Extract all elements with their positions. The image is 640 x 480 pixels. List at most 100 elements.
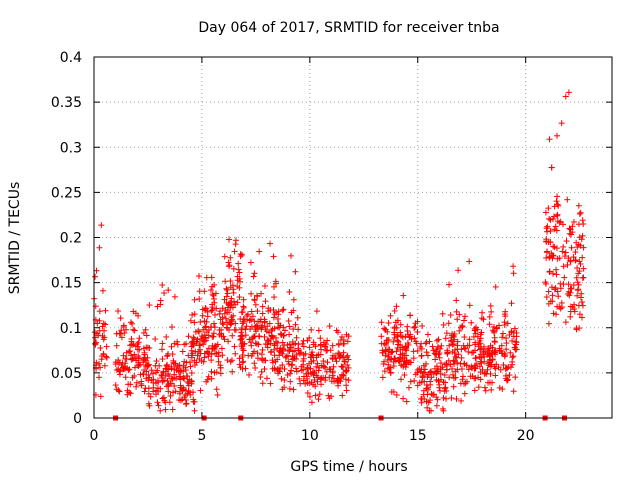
data-point bbox=[315, 367, 322, 374]
data-point bbox=[174, 362, 181, 369]
data-point bbox=[484, 346, 491, 353]
data-point bbox=[188, 380, 195, 387]
data-point bbox=[324, 337, 331, 344]
data-point bbox=[558, 120, 565, 127]
data-point bbox=[416, 365, 423, 372]
data-point bbox=[267, 340, 274, 347]
data-point bbox=[230, 289, 237, 296]
data-point bbox=[545, 288, 552, 295]
data-point bbox=[339, 333, 346, 340]
data-point bbox=[183, 400, 190, 407]
data-point bbox=[199, 337, 206, 344]
data-point bbox=[410, 355, 417, 362]
data-point bbox=[552, 223, 559, 230]
data-point bbox=[317, 335, 324, 342]
data-point bbox=[267, 240, 274, 247]
data-point bbox=[254, 293, 261, 300]
data-point bbox=[205, 327, 212, 334]
data-point bbox=[551, 226, 558, 233]
data-point bbox=[577, 242, 584, 249]
data-point bbox=[310, 357, 317, 364]
data-point bbox=[510, 263, 517, 270]
data-point bbox=[293, 368, 300, 375]
data-point bbox=[204, 349, 211, 356]
data-point bbox=[418, 340, 425, 347]
data-point bbox=[227, 254, 234, 261]
data-point bbox=[446, 342, 453, 349]
y-tick-label: 0.05 bbox=[51, 366, 82, 382]
data-point bbox=[117, 315, 124, 322]
data-point bbox=[164, 371, 171, 378]
data-point bbox=[257, 374, 264, 381]
data-point bbox=[204, 376, 211, 383]
data-point bbox=[92, 341, 99, 348]
data-point bbox=[97, 364, 104, 371]
x-tick-label: 15 bbox=[409, 428, 427, 444]
data-point bbox=[309, 369, 316, 376]
data-point bbox=[554, 211, 561, 218]
data-point bbox=[285, 317, 292, 324]
data-point bbox=[202, 307, 209, 314]
data-point bbox=[577, 260, 584, 267]
data-point bbox=[236, 269, 243, 276]
data-point bbox=[233, 237, 240, 244]
data-point bbox=[317, 351, 324, 358]
data-point bbox=[316, 391, 323, 398]
y-tick-label: 0.3 bbox=[60, 140, 82, 156]
data-point bbox=[336, 354, 343, 361]
data-point bbox=[159, 374, 166, 381]
data-point bbox=[183, 340, 190, 347]
data-point bbox=[450, 371, 457, 378]
data-point bbox=[277, 331, 284, 338]
data-point bbox=[334, 379, 341, 386]
data-point bbox=[446, 281, 453, 288]
data-point bbox=[306, 360, 313, 367]
data-point bbox=[92, 334, 99, 341]
data-point bbox=[549, 255, 556, 262]
data-point bbox=[148, 367, 155, 374]
data-point bbox=[573, 326, 580, 333]
data-point bbox=[279, 362, 286, 369]
data-point bbox=[200, 341, 207, 348]
data-point bbox=[457, 324, 464, 331]
data-point bbox=[143, 332, 150, 339]
data-point bbox=[234, 273, 241, 280]
data-point bbox=[214, 391, 221, 398]
data-point bbox=[579, 217, 586, 224]
data-point bbox=[499, 334, 506, 341]
data-point bbox=[509, 358, 516, 365]
data-point bbox=[288, 344, 295, 351]
data-point bbox=[398, 376, 405, 383]
data-point bbox=[128, 352, 135, 359]
data-point bbox=[211, 346, 218, 353]
data-point bbox=[565, 281, 572, 288]
data-point bbox=[182, 392, 189, 399]
data-point bbox=[314, 360, 321, 367]
data-point bbox=[160, 368, 167, 375]
data-point bbox=[465, 348, 472, 355]
data-point bbox=[448, 395, 455, 402]
data-point bbox=[262, 298, 269, 305]
data-point bbox=[133, 383, 140, 390]
data-point bbox=[417, 343, 424, 350]
data-point bbox=[177, 382, 184, 389]
data-point bbox=[553, 227, 560, 234]
data-point bbox=[471, 365, 478, 372]
data-point bbox=[576, 258, 583, 265]
data-point bbox=[430, 391, 437, 398]
data-point bbox=[391, 329, 398, 336]
data-point bbox=[168, 363, 175, 370]
data-point bbox=[196, 295, 203, 302]
data-point bbox=[93, 330, 100, 337]
data-point bbox=[208, 351, 215, 358]
data-point bbox=[452, 374, 459, 381]
data-point bbox=[185, 388, 192, 395]
data-point bbox=[504, 376, 511, 383]
data-point bbox=[405, 384, 412, 391]
data-point bbox=[193, 339, 200, 346]
data-point bbox=[545, 205, 552, 212]
data-point bbox=[471, 387, 478, 394]
data-point bbox=[447, 312, 454, 319]
data-point bbox=[177, 373, 184, 380]
data-point bbox=[550, 270, 557, 277]
